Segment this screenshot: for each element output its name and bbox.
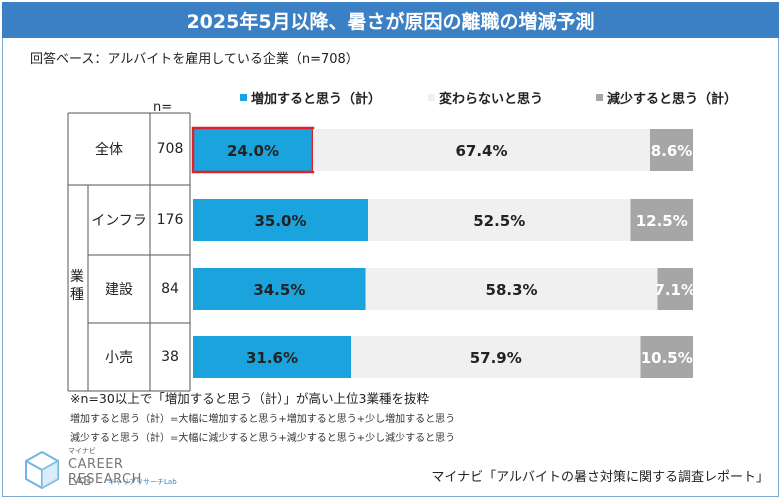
bar-total-same <box>313 129 650 171</box>
cube-logo-icon <box>25 450 59 490</box>
logo-lab-kana: キャリアリサーチLab <box>108 478 177 486</box>
row-label-construction: 建設 <box>105 282 133 298</box>
n-header: n= <box>153 100 173 115</box>
n-value-retail: 38 <box>161 349 179 365</box>
bar-retail-decrease <box>640 336 693 378</box>
bar-infra-same <box>368 199 631 241</box>
career-research-lab-logo: マイナビ CAREER RESEARCH LAB キャリアリサーチLab <box>20 446 180 490</box>
data-label-retail-decrease: 10.5% <box>641 349 693 367</box>
bar-construction-decrease <box>657 268 693 310</box>
group-label-industry: 業種 <box>70 269 84 303</box>
bar-construction-increase <box>193 268 366 310</box>
data-label-total-decrease: 8.6% <box>651 142 693 160</box>
legend-label-same: 変わらないと思う <box>439 92 544 107</box>
legend-label-increase: 増加すると思う（計） <box>251 92 382 107</box>
row-label-total: 全体 <box>95 142 123 158</box>
logo-kana: マイナビ <box>68 447 96 455</box>
data-label-total-increase: 24.0% <box>227 142 279 160</box>
bar-total-decrease <box>650 129 693 171</box>
legend-swatch-same <box>428 94 435 101</box>
data-label-total-same: 67.4% <box>455 142 507 160</box>
legend-swatch-increase <box>240 94 247 101</box>
n-value-infra: 176 <box>156 212 184 228</box>
data-label-infra-same: 52.5% <box>473 212 525 230</box>
bar-total-increase <box>193 129 313 171</box>
bar-infra-decrease <box>630 199 693 241</box>
bar-retail-increase <box>193 336 351 378</box>
n-value-total: 708 <box>156 141 184 157</box>
data-label-construction-decrease: 7.1% <box>654 281 696 299</box>
logo-lab-text: LAB <box>68 474 92 488</box>
data-label-retail-increase: 31.6% <box>246 349 298 367</box>
data-label-construction-increase: 34.5% <box>253 281 305 299</box>
note-increase-definition: 増加すると思う（計）=大幅に増加すると思う+増加すると思う+少し増加すると思う <box>70 414 456 425</box>
note-selection: ※n=30以上で「増加すると思う（計）」が高い上位3業種を抜粋 <box>70 391 429 406</box>
bar-infra-increase <box>193 199 368 241</box>
note-decrease-definition: 減少すると思う（計）=大幅に減少すると思う+減少すると思う+少し減少すると思う <box>70 433 456 444</box>
bar-construction-same <box>365 268 658 310</box>
data-label-construction-same: 58.3% <box>486 281 538 299</box>
legend-swatch-decrease <box>596 94 603 101</box>
row-label-infra: インフラ <box>91 213 147 229</box>
n-value-construction: 84 <box>161 281 179 297</box>
legend-same: 変わらないと思う <box>428 88 543 107</box>
data-label-retail-same: 57.9% <box>470 349 522 367</box>
bar-retail-same <box>351 336 641 378</box>
chart-title: 2025年5月以降、暑さが原因の離職の増減予測 <box>2 2 779 38</box>
chart-subtitle: 回答ベース：アルバイトを雇用している企業（n=708） <box>30 52 359 67</box>
data-label-infra-decrease: 12.5% <box>636 212 688 230</box>
source-note: マイナビ「アルバイトの暑さ対策に関する調査レポート」 <box>431 470 769 485</box>
legend-decrease: 減少すると思う（計） <box>596 88 737 107</box>
legend-increase: 増加すると思う（計） <box>240 88 381 107</box>
row-label-retail: 小売 <box>105 350 133 366</box>
logo-main-text: CAREER RESEARCH <box>68 457 142 487</box>
legend-label-decrease: 減少すると思う（計） <box>607 92 738 107</box>
data-label-infra-increase: 35.0% <box>254 212 306 230</box>
